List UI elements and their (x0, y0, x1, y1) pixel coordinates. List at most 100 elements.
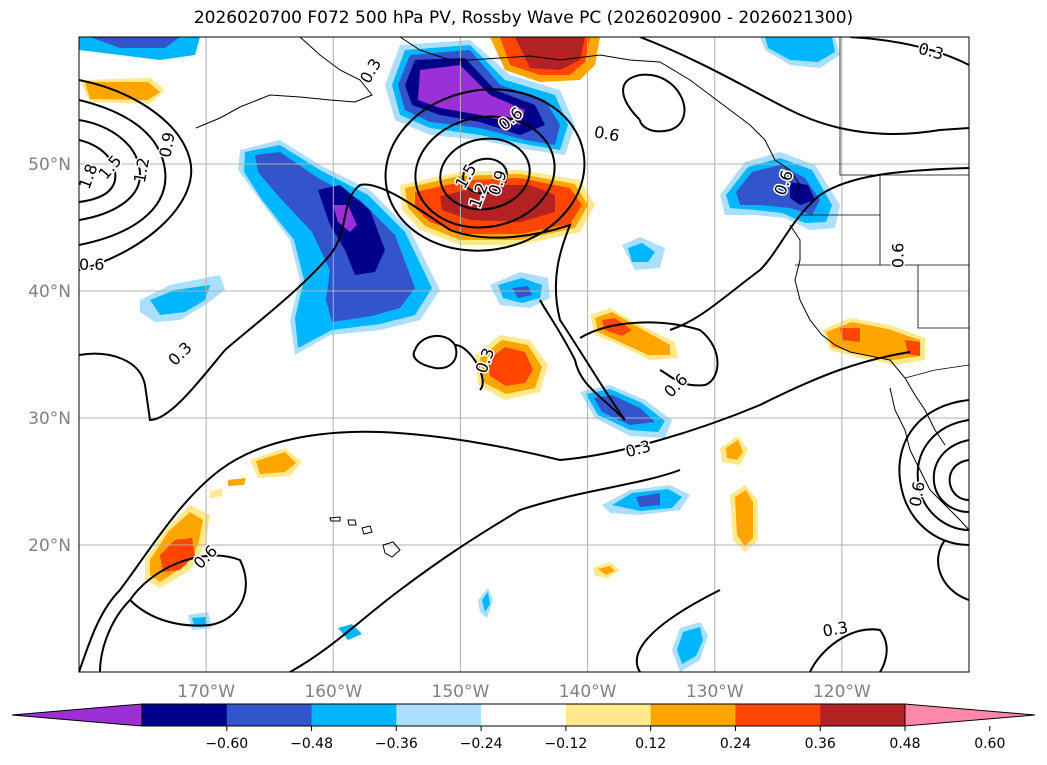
pv-contour (414, 115, 556, 229)
anomaly-region (515, 37, 585, 70)
colorbar-segment (565, 704, 652, 726)
lat-tick-label: 40°N (28, 282, 71, 302)
pv-contour (669, 167, 969, 331)
colorbar-segment (820, 704, 906, 726)
pv-contour (916, 419, 969, 531)
colorbar-segment (481, 704, 567, 726)
anomaly-region (255, 152, 415, 322)
pv-contour (439, 137, 531, 211)
contour-label: 0.6 (79, 255, 104, 274)
hawaii-island (329, 516, 341, 522)
lon-tick-label: 120°W (813, 682, 871, 702)
pv-contour (639, 37, 969, 135)
anomaly-region (192, 617, 207, 625)
contour-label: 0.3 (164, 338, 195, 369)
anomaly-region (440, 185, 555, 222)
lon-tick-labels: 170°W 160°W 150°W 140°W 130°W 120°W (177, 682, 871, 702)
colorbar-tick-label: −0.24 (460, 736, 503, 752)
pv-contour (79, 99, 167, 246)
pv-contour (384, 88, 586, 252)
pv-contour (622, 73, 686, 133)
colorbar-tick-label: 0.48 (889, 736, 920, 752)
lat-tick-label: 20°N (28, 536, 71, 556)
colorbar-tick-label: −0.60 (205, 736, 248, 752)
colorbar-tick-label: 0.12 (635, 736, 666, 752)
pv-contour (79, 139, 117, 203)
coastline (399, 37, 801, 201)
pv-contour (79, 183, 626, 422)
contour-label: 1.2 (130, 156, 153, 184)
pv-contour (99, 599, 131, 672)
colorbar-segment (311, 704, 397, 726)
colorbar-tick-label: −0.12 (544, 736, 587, 752)
colorbar-segment (650, 704, 736, 726)
anomaly-region (840, 328, 860, 342)
pv-contour (636, 589, 721, 672)
colorbar-tick-label: 0.24 (720, 736, 751, 752)
anomaly-region (726, 440, 743, 460)
contour-label: 0.9 (155, 131, 178, 159)
pv-contours (79, 37, 969, 672)
anomaly-region (338, 624, 362, 640)
chart-title: 2026020700 F072 500 hPa PV, Rossby Wave … (193, 8, 854, 28)
coastlines (195, 37, 969, 558)
anomaly-region (735, 490, 753, 546)
anomaly-region (602, 318, 632, 336)
anomaly-region (160, 538, 195, 572)
lon-tick-label: 170°W (177, 682, 235, 702)
lon-tick-label: 140°W (559, 682, 617, 702)
colorbar-tick-label: −0.36 (375, 736, 418, 752)
colorbar-extend-low (11, 703, 143, 727)
contour-label: 0.3 (356, 55, 385, 87)
anomaly-region (636, 493, 660, 507)
colorbar-tick-label: 0.36 (805, 736, 836, 752)
pv-contour (79, 79, 193, 271)
anomaly-region (150, 285, 210, 315)
hawaii-island (382, 541, 401, 558)
pv-contour (289, 469, 681, 672)
pv-contour (129, 554, 247, 627)
anomaly-region (256, 452, 296, 474)
colorbar-segment (142, 704, 228, 726)
pv-contour (937, 539, 969, 601)
anomaly-region (512, 286, 532, 298)
anomaly-region (790, 182, 815, 205)
border (904, 364, 969, 379)
map-gridlines (79, 37, 969, 672)
contour-label: 0.3 (623, 436, 653, 461)
pv-contour (849, 37, 969, 66)
anomaly-region (90, 37, 180, 48)
pv-contour (79, 351, 911, 672)
pv-contour (462, 157, 508, 195)
colorbar-segment (226, 704, 313, 726)
lon-tick-label: 160°W (304, 682, 362, 702)
anomaly-region (488, 347, 533, 386)
lat-tick-labels: 20°N 30°N 40°N 50°N (28, 155, 71, 556)
anomaly-region (210, 488, 222, 498)
anomaly-region (228, 478, 246, 486)
lat-tick-label: 50°N (28, 155, 71, 175)
colorbar-tick-label: 0.60 (974, 736, 1005, 752)
contour-label: 0.3 (916, 39, 946, 64)
lon-tick-label: 130°W (686, 682, 744, 702)
coastline (195, 37, 373, 129)
colorbar-extend-high (904, 703, 1036, 727)
contour-label: 0.6 (889, 243, 908, 268)
pv-contour (898, 399, 969, 546)
anomaly-region (628, 243, 655, 262)
border (917, 265, 969, 329)
anomaly-region (598, 566, 615, 575)
anomaly-region (765, 37, 835, 62)
pv-contour (79, 119, 142, 221)
pv-contour (932, 439, 969, 513)
colorbar-segment (735, 704, 821, 726)
colorbar: −0.60 −0.48 −0.36 −0.24 −0.12 0.12 0.24 0.36 0.4… (11, 703, 1036, 752)
coastline (889, 387, 969, 531)
contour-label: 0.6 (660, 370, 691, 401)
lon-tick-label: 150°W (432, 682, 490, 702)
colorbar-frame (141, 703, 906, 727)
lat-tick-label: 30°N (28, 409, 71, 429)
pv-contour (412, 335, 458, 370)
contour-label: 0.6 (593, 122, 621, 145)
